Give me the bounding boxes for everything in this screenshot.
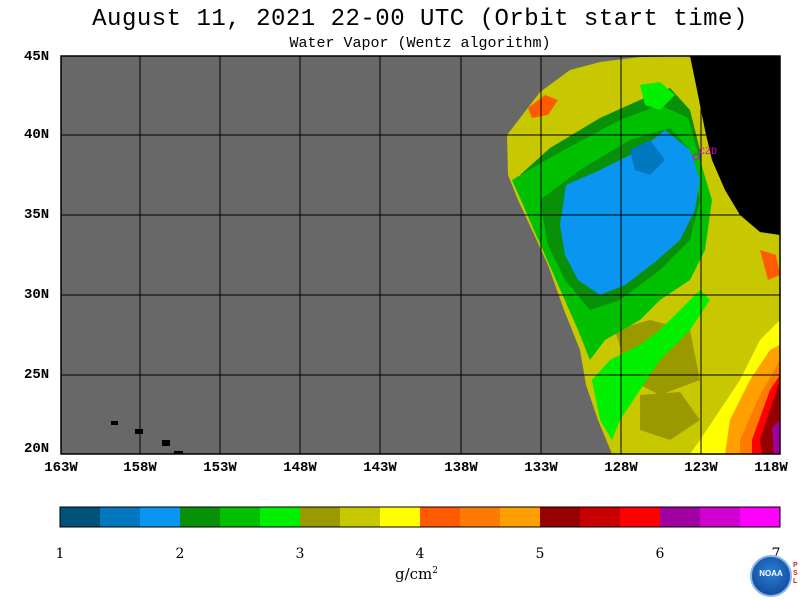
swath-light-green-2	[640, 82, 675, 110]
station-label: CZD	[699, 147, 718, 158]
colorbar-swatch	[140, 507, 181, 527]
lat-label-25n: 25N	[24, 367, 50, 383]
colorbar-swatch	[660, 507, 701, 527]
swath-orange-top	[528, 95, 558, 118]
colorbar-swatch	[340, 507, 381, 527]
lon-label-138w: 138W	[444, 460, 478, 476]
noaa-logo: NOAA	[750, 555, 792, 597]
colorbar-tick-7: 7	[771, 546, 781, 562]
lon-label-123w: 123W	[684, 460, 718, 476]
lon-label-128w: 128W	[604, 460, 638, 476]
water-vapor-field	[111, 56, 780, 454]
swath-dark-blue	[630, 140, 665, 175]
island-2	[135, 429, 143, 434]
island-3	[162, 440, 170, 446]
colorbar	[60, 507, 781, 527]
lon-label-143w: 143W	[363, 460, 397, 476]
lat-label-20n: 20N	[24, 441, 50, 457]
lon-label-163w: 163W	[44, 460, 78, 476]
colorbar-swatch	[540, 507, 581, 527]
lon-label-133w: 133W	[524, 460, 558, 476]
swath-purple	[772, 420, 780, 454]
swath-blue	[560, 130, 700, 295]
colorbar-swatch	[700, 507, 741, 527]
colorbar-tick-6: 6	[655, 546, 665, 562]
noaa-logo-text: NOAA	[759, 569, 783, 578]
colorbar-swatch	[180, 507, 221, 527]
colorbar-swatch	[380, 507, 421, 527]
swath-orange-east	[760, 250, 780, 280]
lat-label-40n: 40N	[24, 127, 50, 143]
colorbar-tick-3: 3	[295, 546, 305, 562]
colorbar-swatch	[220, 507, 261, 527]
grid	[61, 56, 780, 454]
colorbar-swatch	[60, 507, 101, 527]
map-title: August 11, 2021 22-00 UTC (Orbit start t…	[92, 6, 748, 33]
colorbar-tick-1: 1	[55, 546, 65, 562]
map-frame	[60, 55, 781, 455]
colorbar-units: g/cm2	[395, 565, 439, 583]
lat-label-45n: 45N	[24, 49, 50, 65]
lon-label-153w: 153W	[203, 460, 237, 476]
map-subtitle: Water Vapor (Wentz algorithm)	[289, 35, 551, 52]
colorbar-tick-5: 5	[535, 546, 545, 562]
land-mass	[690, 56, 780, 235]
colorbar-swatch	[260, 507, 301, 527]
colorbar-swatch	[460, 507, 501, 527]
island-1	[111, 421, 118, 425]
lat-label-30n: 30N	[24, 287, 50, 303]
station-marker	[692, 153, 700, 161]
island-4	[174, 451, 183, 454]
colorbar-swatch	[300, 507, 341, 527]
colorbar-swatch	[580, 507, 621, 527]
colorbar-swatch	[500, 507, 541, 527]
lon-label-148w: 148W	[283, 460, 317, 476]
lon-label-158w: 158W	[123, 460, 157, 476]
swath-dark-olive-2	[640, 392, 700, 440]
colorbar-tick-2: 2	[175, 546, 185, 562]
lat-label-35n: 35N	[24, 207, 50, 223]
colorbar-swatch	[740, 507, 781, 527]
colorbar-tick-4: 4	[415, 546, 425, 562]
colorbar-swatch	[620, 507, 661, 527]
colorbar-frame	[59, 506, 781, 528]
lon-label-118w: 118W	[754, 460, 788, 476]
colorbar-swatch	[420, 507, 461, 527]
colorbar-swatch	[100, 507, 141, 527]
